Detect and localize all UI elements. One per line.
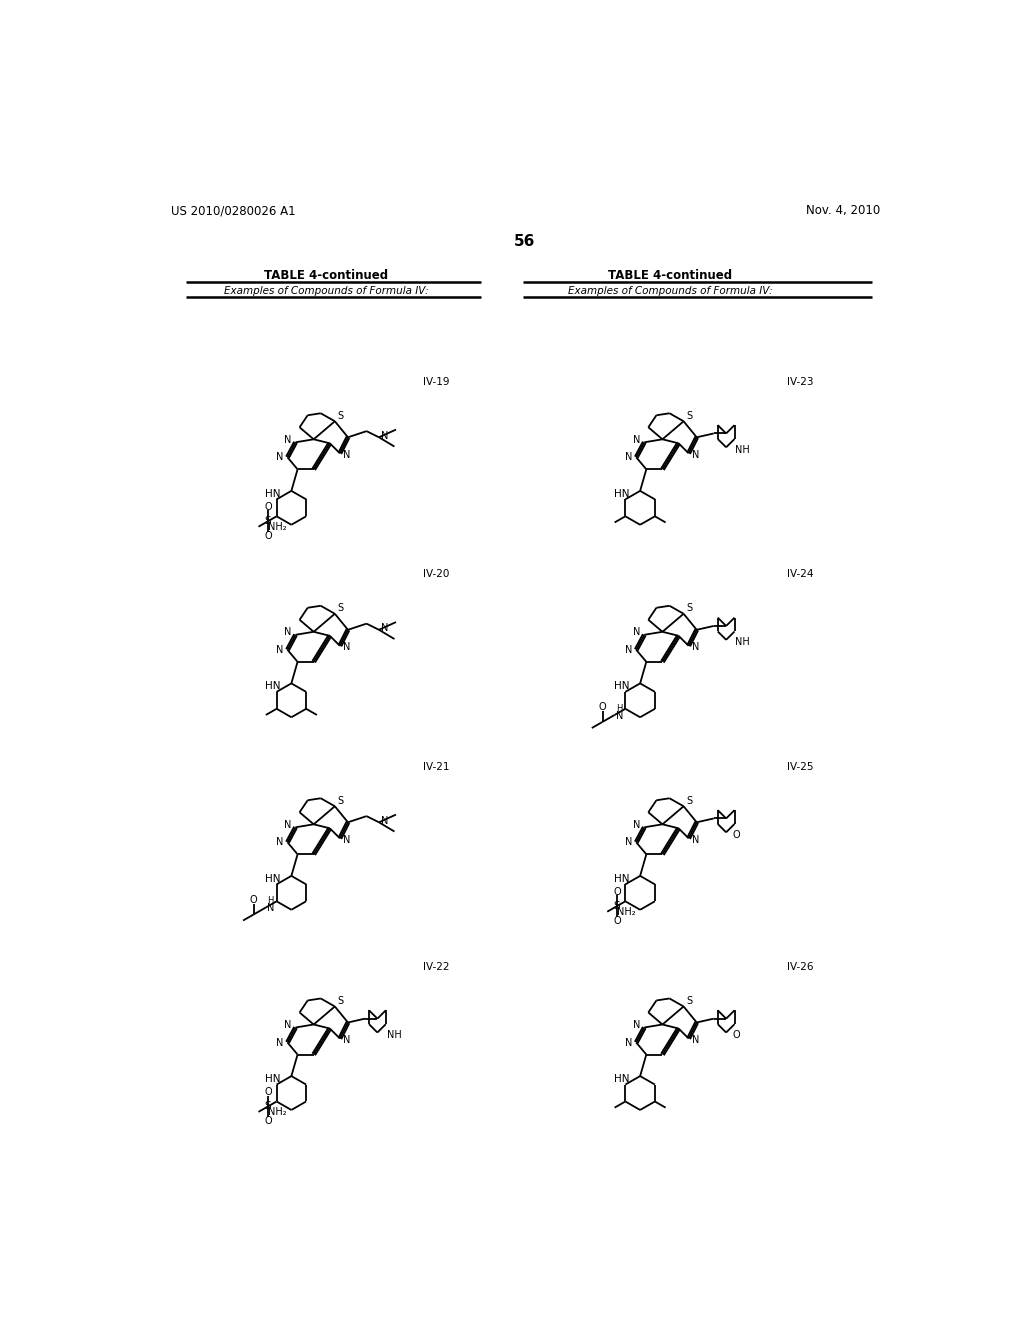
Text: O: O xyxy=(250,895,258,904)
Text: N: N xyxy=(267,903,274,913)
Text: HN: HN xyxy=(265,681,281,692)
Text: N: N xyxy=(616,710,624,721)
Text: O: O xyxy=(264,502,272,512)
Text: IV-19: IV-19 xyxy=(423,376,449,387)
Text: N: N xyxy=(633,1020,640,1030)
Text: N: N xyxy=(692,450,699,459)
Text: N: N xyxy=(625,1038,633,1048)
Text: N: N xyxy=(276,453,284,462)
Text: S: S xyxy=(686,796,692,807)
Text: TABLE 4-continued: TABLE 4-continued xyxy=(608,269,732,282)
Text: N: N xyxy=(381,816,389,826)
Text: TABLE 4-continued: TABLE 4-continued xyxy=(264,269,388,282)
Text: N: N xyxy=(276,1038,284,1048)
Text: S: S xyxy=(265,1101,271,1111)
Text: N: N xyxy=(633,820,640,830)
Text: O: O xyxy=(732,1030,740,1040)
Text: N: N xyxy=(343,643,350,652)
Text: N: N xyxy=(343,834,350,845)
Text: N: N xyxy=(633,627,640,638)
Text: 56: 56 xyxy=(514,234,536,249)
Text: N: N xyxy=(276,644,284,655)
Text: IV-25: IV-25 xyxy=(786,762,813,772)
Text: O: O xyxy=(613,916,621,925)
Text: O: O xyxy=(264,531,272,541)
Text: S: S xyxy=(686,997,692,1006)
Text: NH₂: NH₂ xyxy=(616,907,635,916)
Text: HN: HN xyxy=(265,488,281,499)
Text: HN: HN xyxy=(613,488,630,499)
Text: O: O xyxy=(599,702,606,713)
Text: N: N xyxy=(692,834,699,845)
Text: N: N xyxy=(276,837,284,847)
Text: S: S xyxy=(337,796,343,807)
Text: S: S xyxy=(337,997,343,1006)
Text: N: N xyxy=(285,820,292,830)
Text: N: N xyxy=(343,1035,350,1045)
Text: US 2010/0280026 A1: US 2010/0280026 A1 xyxy=(171,205,295,218)
Text: Nov. 4, 2010: Nov. 4, 2010 xyxy=(806,205,880,218)
Text: N: N xyxy=(343,450,350,459)
Text: S: S xyxy=(337,603,343,614)
Text: N: N xyxy=(692,643,699,652)
Text: NH₂: NH₂ xyxy=(268,521,287,532)
Text: NH: NH xyxy=(735,445,751,454)
Text: NH: NH xyxy=(387,1030,401,1040)
Text: HN: HN xyxy=(613,874,630,884)
Text: NH: NH xyxy=(735,638,751,647)
Text: N: N xyxy=(285,1020,292,1030)
Text: S: S xyxy=(686,603,692,614)
Text: O: O xyxy=(732,829,740,840)
Text: HN: HN xyxy=(265,874,281,884)
Text: IV-22: IV-22 xyxy=(423,962,449,972)
Text: IV-21: IV-21 xyxy=(423,762,449,772)
Text: HN: HN xyxy=(613,681,630,692)
Text: N: N xyxy=(692,1035,699,1045)
Text: S: S xyxy=(337,411,343,421)
Text: N: N xyxy=(381,623,389,634)
Text: N: N xyxy=(625,837,633,847)
Text: O: O xyxy=(264,1086,272,1097)
Text: Examples of Compounds of Formula IV:: Examples of Compounds of Formula IV: xyxy=(568,286,773,296)
Text: O: O xyxy=(613,887,621,896)
Text: S: S xyxy=(613,902,621,911)
Text: IV-20: IV-20 xyxy=(423,569,449,579)
Text: IV-23: IV-23 xyxy=(786,376,813,387)
Text: N: N xyxy=(625,453,633,462)
Text: S: S xyxy=(265,516,271,527)
Text: O: O xyxy=(264,1115,272,1126)
Text: N: N xyxy=(381,430,389,441)
Text: N: N xyxy=(633,436,640,445)
Text: IV-26: IV-26 xyxy=(786,962,813,972)
Text: N: N xyxy=(285,627,292,638)
Text: Examples of Compounds of Formula IV:: Examples of Compounds of Formula IV: xyxy=(224,286,429,296)
Text: S: S xyxy=(686,411,692,421)
Text: N: N xyxy=(285,436,292,445)
Text: H: H xyxy=(267,896,273,906)
Text: HN: HN xyxy=(265,1074,281,1084)
Text: NH₂: NH₂ xyxy=(268,1107,287,1117)
Text: N: N xyxy=(625,644,633,655)
Text: HN: HN xyxy=(613,1074,630,1084)
Text: H: H xyxy=(616,704,623,713)
Text: IV-24: IV-24 xyxy=(786,569,813,579)
